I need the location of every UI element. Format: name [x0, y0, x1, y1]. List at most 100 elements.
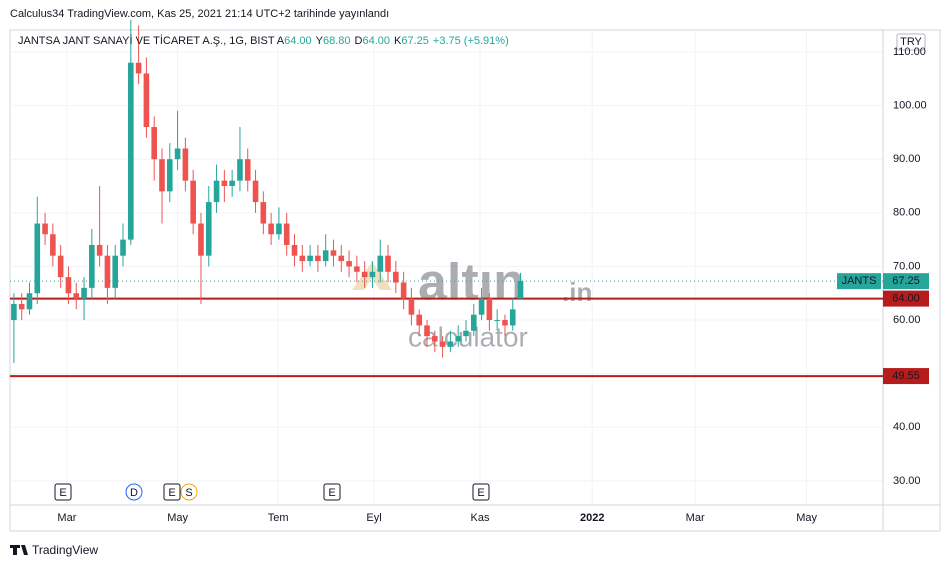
candle-body — [509, 309, 516, 326]
x-tick-label: 2022 — [580, 512, 604, 524]
candle-body — [432, 336, 438, 342]
event-label: D — [130, 487, 138, 499]
candle-body — [478, 298, 485, 315]
candle-body — [291, 244, 298, 256]
candle-body — [369, 271, 376, 278]
candle-body — [299, 255, 306, 262]
y-tick-label: 90.00 — [893, 153, 921, 165]
candle-body — [416, 314, 423, 326]
candle-body — [408, 298, 415, 315]
x-tick-label: Mar — [57, 512, 76, 524]
candle-body — [81, 287, 87, 299]
candle-body — [57, 255, 64, 278]
candle-body — [221, 180, 228, 187]
candle-body — [166, 159, 173, 192]
x-tick-label: Kas — [471, 512, 490, 524]
frame — [9, 29, 941, 532]
y-tick-label: 100.00 — [893, 99, 927, 111]
y-tick-label: 30.00 — [893, 475, 921, 487]
legend-key: D — [354, 35, 363, 47]
legend-change: +3.75 (+5.91%) — [432, 35, 509, 47]
candle-body — [229, 180, 235, 187]
last-price-bg — [883, 273, 929, 290]
y-tick-label: 110.00 — [893, 46, 926, 58]
currency-box[interactable] — [896, 33, 926, 51]
watermark-suffix: .in — [562, 277, 592, 307]
x-tick-label: May — [167, 512, 188, 524]
last-price-label: 67.25 — [892, 275, 920, 287]
candle-body — [400, 282, 407, 299]
grid — [10, 30, 883, 505]
x-tick-label: Eyl — [366, 512, 381, 524]
level-label-bg — [883, 290, 929, 307]
legend-value: 64.00 — [284, 35, 312, 47]
watermark: altın .in calculator — [352, 254, 592, 352]
candle-body — [174, 148, 181, 160]
candle-body — [354, 266, 360, 272]
candle-body — [190, 180, 196, 224]
candle-body — [34, 223, 41, 294]
candle-body — [128, 62, 134, 240]
candle-body — [260, 202, 267, 224]
legend-key: A — [276, 35, 285, 47]
candle-body — [268, 223, 274, 235]
candle-body — [330, 250, 337, 256]
candle-body — [502, 320, 508, 326]
candle-body — [252, 180, 259, 203]
candle-body — [322, 250, 329, 262]
watermark-brand: altın — [418, 254, 525, 312]
footer: TradingView — [32, 543, 99, 557]
candle-body — [283, 223, 290, 245]
level-label: 64.00 — [892, 293, 920, 305]
legend-key: Y — [315, 35, 324, 47]
level-label-bg — [883, 368, 929, 385]
candle-body — [385, 255, 391, 272]
candle-body — [463, 330, 469, 337]
event-marker — [180, 483, 198, 501]
legend-value: 64.00 — [362, 35, 391, 47]
legend: JANTSA JANT SANAYİ VE TİCARET A.Ş., 1G, … — [18, 35, 513, 47]
last-price-name-bg — [837, 273, 881, 290]
candle-body — [159, 159, 165, 192]
candle-body — [315, 255, 321, 262]
candle-body — [338, 255, 345, 262]
candle-body — [346, 261, 352, 267]
event-marker — [472, 483, 490, 501]
candle-body — [213, 180, 220, 203]
x-tick-label: May — [796, 512, 817, 524]
candle-body — [244, 159, 251, 181]
event-marker — [125, 483, 143, 501]
x-tick-label: Tem — [268, 512, 289, 524]
last-price-name: JANTS — [842, 275, 877, 287]
candle-body — [112, 255, 119, 288]
candle-body — [42, 223, 48, 235]
candle-body — [96, 244, 103, 256]
candle-body — [447, 341, 454, 347]
level-label: 49.55 — [892, 370, 920, 382]
candle-body — [494, 320, 500, 322]
y-tick-label: 60.00 — [893, 314, 921, 326]
candle-body — [377, 255, 384, 272]
caption: Calculus34 TradingView.com, Kas 25, 2021… — [10, 8, 390, 20]
candle-body — [237, 159, 243, 181]
y-tick-label: 80.00 — [893, 207, 921, 219]
candle-body — [307, 255, 313, 262]
event-marker — [54, 483, 72, 501]
candle-body — [26, 293, 33, 310]
candle-body — [11, 303, 17, 321]
y-tick-label: 40.00 — [893, 421, 921, 433]
candle-body — [104, 255, 111, 288]
candle-body — [73, 293, 80, 299]
candle-body — [361, 271, 368, 278]
event-marker — [163, 483, 181, 501]
candle-body — [89, 244, 95, 288]
legend-value: 67.25 — [401, 35, 429, 47]
candle-body — [393, 271, 399, 283]
candle-body — [198, 223, 204, 256]
candle-body — [424, 325, 430, 337]
legend-value: 68.80 — [323, 35, 351, 47]
candle-body — [65, 277, 72, 294]
candle-body — [18, 303, 25, 310]
